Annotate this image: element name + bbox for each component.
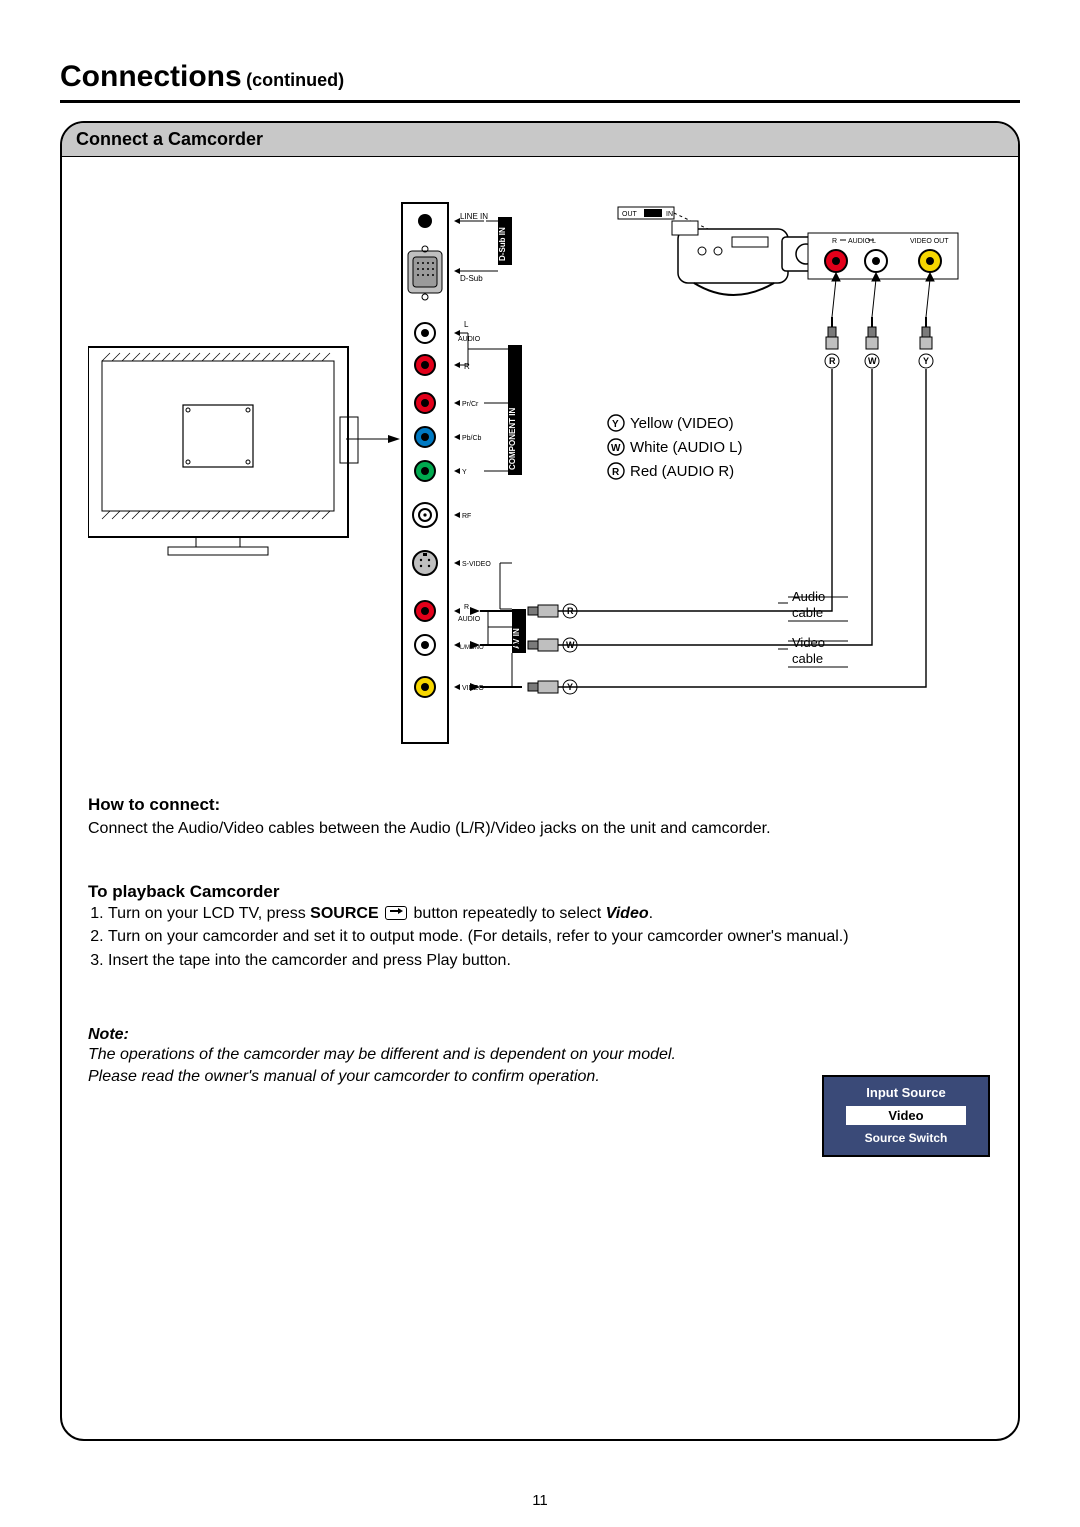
playback-step-3: Insert the tape into the camcorder and p… <box>108 949 992 972</box>
page-number: 11 <box>0 1492 1080 1509</box>
label-dsub: D-Sub <box>460 274 483 283</box>
label-audio2: AUDIO <box>458 616 481 623</box>
panel-header: Connect a Camcorder <box>62 123 1018 157</box>
jack-video: VIDEO OUT <box>910 238 949 245</box>
tv-rear-icon <box>88 347 400 555</box>
cam-in: IN <box>666 211 673 218</box>
label-rf: RF <box>462 513 471 520</box>
source-icon <box>385 906 407 920</box>
step1-b: button repeatedly to select <box>414 905 606 922</box>
page-title-main: Connections <box>60 60 242 93</box>
jack-audio: AUDIO <box>848 238 871 245</box>
sidepanel-labels: LINE IN D-Sub IN D-Sub COMPONENT IN <box>454 212 526 692</box>
step1-a: Turn on your LCD TV, press <box>108 905 310 922</box>
playback-step-2: Turn on your camcorder and set it to out… <box>108 925 992 948</box>
panel-body: LINE IN D-Sub IN D-Sub COMPONENT IN <box>62 157 1018 1437</box>
jack-r: R <box>832 238 837 245</box>
legend-white: White (AUDIO L) <box>630 439 743 456</box>
content-panel: Connect a Camcorder <box>60 121 1020 1441</box>
legend-red: Red (AUDIO R) <box>630 463 734 480</box>
plug-circ-w: W <box>868 356 877 366</box>
osd-footer: Source Switch <box>832 1131 980 1145</box>
svg-text:R: R <box>612 467 620 478</box>
color-legend: Y Yellow (VIDEO) W White (AUDIO L) R Red… <box>608 415 743 480</box>
label-pr: Pr/Cr <box>462 401 479 408</box>
camcorder-icon: OUT IN <box>618 207 816 295</box>
video-cable-l2: cable <box>792 651 823 666</box>
osd-box: Input Source Video Source Switch <box>822 1075 990 1157</box>
label-audio: AUDIO <box>458 336 481 343</box>
video-cable-l1: Video <box>792 635 825 650</box>
label-r2: R <box>464 604 469 611</box>
label-y: Y <box>462 469 467 476</box>
diagram-svg: LINE IN D-Sub IN D-Sub COMPONENT IN <box>88 177 988 767</box>
how-to-connect-text: Connect the Audio/Video cables between t… <box>88 817 992 840</box>
note-label: Note: <box>88 1026 992 1044</box>
label-pb: Pb/Cb <box>462 435 482 442</box>
audio-cable-l2: cable <box>792 605 823 620</box>
camcorder-jacks: R AUDIO L VIDEO OUT <box>808 233 958 279</box>
playback-steps: Turn on your LCD TV, press SOURCE button… <box>108 902 992 972</box>
page-title-sub: (continued) <box>246 70 344 90</box>
label-L: L <box>464 320 469 329</box>
plug-circ-r: R <box>829 356 836 366</box>
plug-circ-y: Y <box>923 356 929 366</box>
svg-text:Y: Y <box>612 419 619 430</box>
playback-heading: To playback Camcorder <box>88 882 992 902</box>
tv-side-panel <box>402 203 448 743</box>
playback-step-1: Turn on your LCD TV, press SOURCE button… <box>108 902 992 925</box>
label-R: R <box>464 362 470 371</box>
end-y: Y <box>567 682 573 692</box>
jack-l: L <box>872 238 876 245</box>
page-title-row: Connections (continued) <box>60 60 1020 103</box>
cable-routes <box>558 369 926 687</box>
label-line-in: LINE IN <box>460 212 488 221</box>
osd-selected: Video <box>846 1106 966 1125</box>
cable-labels: Audio cable Video cable <box>778 589 848 667</box>
osd-title: Input Source <box>832 1085 980 1100</box>
connection-diagram: LINE IN D-Sub IN D-Sub COMPONENT IN <box>88 177 992 767</box>
note-line1: The operations of the camcorder may be d… <box>88 1044 992 1066</box>
how-to-connect-heading: How to connect: <box>88 795 992 815</box>
step1-source: SOURCE <box>310 905 378 922</box>
cam-out: OUT <box>622 211 638 218</box>
legend-yellow: Yellow (VIDEO) <box>630 415 734 432</box>
label-component-in: COMPONENT IN <box>508 408 517 470</box>
step1-video: Video <box>606 905 649 922</box>
end-w: W <box>566 640 575 650</box>
plug-row: R W Y <box>825 279 933 368</box>
label-svideo: S-VIDEO <box>462 561 491 568</box>
step1-c: . <box>649 905 653 922</box>
end-r: R <box>567 606 574 616</box>
label-dsub-in: D-Sub IN <box>498 227 507 261</box>
svg-text:W: W <box>611 443 621 454</box>
